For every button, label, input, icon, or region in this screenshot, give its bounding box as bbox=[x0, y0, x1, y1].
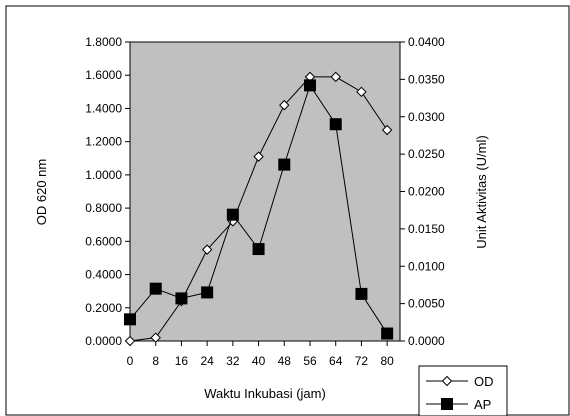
left-axis-tick-label: 1.4000 bbox=[85, 101, 122, 115]
legend-label-ap: AP bbox=[474, 397, 491, 412]
legend-box bbox=[418, 365, 508, 416]
left-axis-tick-label: 1.2000 bbox=[85, 135, 122, 149]
data-point-ap bbox=[355, 287, 368, 300]
data-point-od bbox=[356, 86, 367, 98]
x-axis-tick-label: 56 bbox=[303, 354, 317, 368]
x-axis-tick-label: 24 bbox=[200, 354, 214, 368]
x-axis-tick-label: 80 bbox=[380, 354, 394, 368]
right-axis-tick-label: 0.0150 bbox=[408, 222, 445, 236]
right-axis-tick-label: 0.0200 bbox=[408, 185, 445, 199]
x-axis-tick-label: 40 bbox=[252, 354, 266, 368]
data-point-ap bbox=[252, 243, 265, 256]
left-axis-tick-label: 0.6000 bbox=[85, 234, 122, 248]
left-axis-tick-label: 0.0000 bbox=[85, 334, 122, 348]
data-point-od bbox=[124, 335, 136, 347]
right-axis-tick-label: 0.0400 bbox=[408, 35, 445, 49]
x-axis-tick-label: 72 bbox=[355, 354, 369, 368]
right-axis-tick-label: 0.0100 bbox=[408, 259, 445, 273]
left-axis-tick-label: 1.8000 bbox=[85, 35, 122, 49]
data-point-ap bbox=[201, 286, 214, 299]
x-axis-tick-label: 64 bbox=[329, 354, 343, 368]
x-axis-tick-label: 0 bbox=[127, 354, 134, 368]
left-y-axis: 0.0000 0.2000 0.4000 0.6000 0.8000 1.0000 1.20… bbox=[85, 35, 130, 348]
plot-area bbox=[129, 41, 401, 342]
data-point-ap bbox=[329, 118, 342, 131]
x-axis-tick-label: 8 bbox=[152, 354, 159, 368]
right-axis-tick-label: 0.0350 bbox=[408, 72, 445, 86]
data-point-ap bbox=[278, 158, 291, 171]
data-point-ap bbox=[226, 208, 239, 221]
data-point-od bbox=[201, 244, 213, 255]
right-y-axis-title: Unit Aktivitas (U/ml) bbox=[474, 135, 489, 248]
left-axis-tick-label: 1.6000 bbox=[85, 68, 122, 82]
data-point-ap bbox=[175, 292, 188, 305]
legend-marker-od bbox=[441, 375, 453, 387]
left-axis-tick-label: 0.4000 bbox=[85, 268, 122, 282]
data-point-od bbox=[330, 71, 341, 83]
legend-marker-ap bbox=[441, 398, 453, 410]
data-point-ap bbox=[304, 79, 316, 92]
right-axis-tick-label: 0.0300 bbox=[408, 110, 445, 124]
x-axis-tick-label: 16 bbox=[175, 354, 189, 368]
series-layer bbox=[124, 71, 394, 347]
data-point-od bbox=[381, 124, 393, 136]
right-y-axis: 0.0000 0.0050 0.0100 0.0150 0.0200 0.0250 0.03… bbox=[400, 35, 445, 348]
series-ap bbox=[124, 79, 394, 340]
x-axis-tick-label: 32 bbox=[226, 354, 240, 368]
left-y-axis-title: OD 620 nm bbox=[34, 159, 49, 225]
left-axis-tick-label: 1.0000 bbox=[85, 168, 122, 182]
x-axis: 0 8 16 24 32 40 48 56 64 72 80 bbox=[127, 341, 394, 368]
left-axis-tick-label: 0.2000 bbox=[85, 301, 122, 315]
data-point-od bbox=[279, 99, 290, 111]
legend: OD AP bbox=[418, 365, 508, 416]
data-point-ap bbox=[381, 327, 394, 340]
x-axis-title: Waktu Inkubasi (jam) bbox=[204, 386, 326, 401]
data-point-od bbox=[150, 332, 161, 343]
legend-label-od: OD bbox=[474, 374, 494, 389]
data-point-ap bbox=[124, 313, 136, 326]
data-point-ap bbox=[149, 282, 162, 295]
right-axis-tick-label: 0.0050 bbox=[408, 297, 445, 311]
x-axis-tick-label: 48 bbox=[278, 354, 292, 368]
right-axis-tick-label: 0.0000 bbox=[408, 334, 445, 348]
right-axis-tick-label: 0.0250 bbox=[408, 147, 445, 161]
data-point-od bbox=[253, 151, 264, 162]
left-axis-tick-label: 0.8000 bbox=[85, 201, 122, 215]
